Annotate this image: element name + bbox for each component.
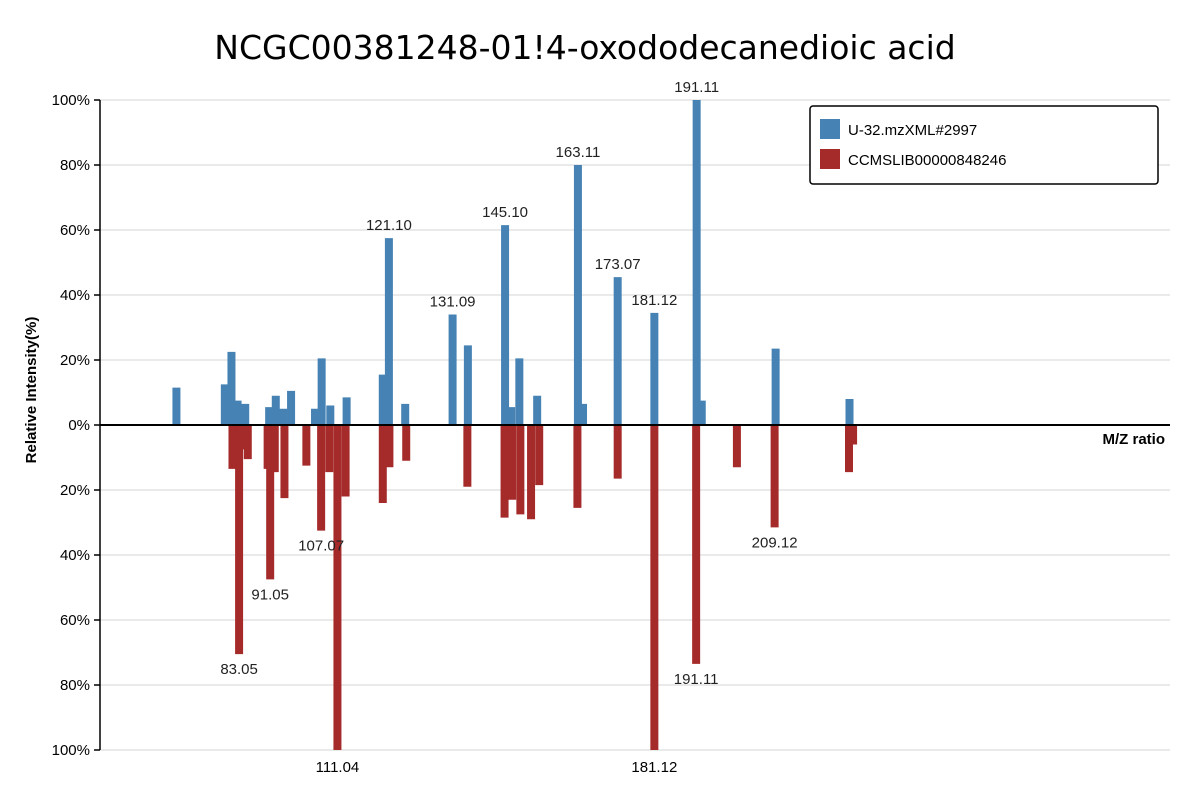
peak-label-top: 145.10 bbox=[482, 204, 528, 221]
peak-bar-bottom bbox=[573, 425, 582, 508]
peak-bar-bottom bbox=[500, 425, 509, 518]
y-tick-label: 40% bbox=[60, 287, 90, 304]
y-tick-label: 0% bbox=[68, 417, 90, 434]
peak-bar-bottom bbox=[333, 425, 342, 750]
peak-bar-top bbox=[326, 405, 335, 425]
peak-label-bottom: 91.05 bbox=[251, 586, 289, 603]
peak-label-top: 121.10 bbox=[366, 217, 412, 234]
peak-bar-top bbox=[384, 238, 393, 425]
peak-bar-bottom bbox=[845, 425, 853, 473]
x-tick-label: 111.04 bbox=[316, 759, 360, 776]
legend-label-bottom: CCMSLIB00000848246 bbox=[848, 152, 1006, 169]
peak-bar-bottom bbox=[378, 425, 387, 503]
peak-label-top: 191.11 bbox=[674, 79, 719, 96]
peak-label-bottom: 107.07 bbox=[298, 538, 344, 555]
chart-title: NCGC00381248-01!4-oxododecanedioic acid bbox=[214, 28, 956, 67]
x-tick-label: 181.12 bbox=[631, 759, 677, 776]
peak-bar-bottom bbox=[516, 425, 525, 515]
peak-bars bbox=[172, 100, 858, 750]
peak-bar-top bbox=[463, 345, 472, 425]
peak-bar-bottom bbox=[239, 425, 248, 450]
peak-bar-top bbox=[771, 348, 780, 425]
peak-bar-top bbox=[507, 407, 516, 425]
legend-swatch-top bbox=[820, 119, 840, 139]
peak-bar-top bbox=[233, 400, 242, 425]
peak-label-top: 181.12 bbox=[631, 292, 677, 309]
y-tick-label: 80% bbox=[60, 677, 90, 694]
y-tick-label: 100% bbox=[52, 742, 90, 759]
peak-label-top: 163.11 bbox=[556, 144, 601, 161]
peak-bar-bottom bbox=[692, 425, 701, 664]
peak-bar-bottom bbox=[280, 425, 289, 499]
peak-bar-bottom bbox=[732, 425, 741, 468]
peak-bar-top bbox=[241, 403, 250, 425]
y-axis-title: Relative Intensity(%) bbox=[23, 317, 40, 464]
y-tick-label: 40% bbox=[60, 547, 90, 564]
peak-bar-top bbox=[287, 390, 296, 425]
peak-bar-bottom bbox=[613, 425, 622, 479]
peak-bar-top bbox=[271, 395, 280, 425]
peak-bar-bottom bbox=[535, 425, 544, 486]
peak-bar-bottom bbox=[463, 425, 472, 487]
x-axis-title: M/Z ratio bbox=[1103, 431, 1166, 448]
peak-label-bottom: 209.12 bbox=[752, 534, 798, 551]
peak-bar-top bbox=[220, 384, 229, 425]
legend-swatch-bottom bbox=[820, 149, 840, 169]
peak-bar-bottom bbox=[770, 425, 779, 528]
peak-labels: 121.10 131.09 145.10 163.11 173.07 181.12 191.… bbox=[220, 79, 797, 688]
y-tick-label: 20% bbox=[60, 352, 90, 369]
peak-bar-top bbox=[342, 397, 351, 425]
peak-label-top: 173.07 bbox=[595, 256, 641, 273]
legend: U-32.mzXML#2997 CCMSLIB00000848246 bbox=[809, 105, 1159, 185]
peak-bar-top bbox=[279, 408, 288, 425]
peak-bar-top bbox=[311, 408, 320, 425]
peak-bar-bottom bbox=[385, 425, 394, 468]
peak-bar-top bbox=[172, 387, 181, 425]
peak-bar-top bbox=[579, 403, 588, 425]
peak-bar-top bbox=[573, 165, 582, 425]
y-tick-label: 60% bbox=[60, 222, 90, 239]
peak-bar-top bbox=[697, 400, 706, 425]
peak-bar-bottom bbox=[317, 425, 326, 531]
peak-bar-bottom bbox=[235, 425, 244, 655]
x-tick-labels: 111.04 181.12 bbox=[316, 759, 678, 776]
peak-bar-bottom bbox=[270, 425, 279, 473]
peak-bar-top bbox=[378, 374, 387, 425]
peak-bar-bottom bbox=[402, 425, 411, 461]
peak-bar-bottom bbox=[302, 425, 311, 466]
peak-bar-top bbox=[448, 314, 457, 425]
peak-bar-bottom bbox=[849, 425, 858, 445]
peak-bar-top bbox=[501, 225, 510, 425]
peak-bar-top bbox=[613, 277, 622, 425]
peak-bar-bottom bbox=[650, 425, 659, 750]
peak-bar-bottom bbox=[266, 425, 275, 580]
legend-label-top: U-32.mzXML#2997 bbox=[848, 122, 977, 139]
peak-bar-top bbox=[515, 358, 524, 425]
peak-bar-top bbox=[650, 312, 659, 425]
peak-label-bottom: 191.11 bbox=[674, 671, 719, 688]
peak-bar-top bbox=[265, 407, 274, 425]
peak-bar-top bbox=[692, 100, 701, 425]
peak-bar-top bbox=[317, 358, 326, 425]
peak-bar-bottom bbox=[527, 425, 536, 520]
y-tick-label: 20% bbox=[60, 482, 90, 499]
legend-box bbox=[809, 105, 1159, 185]
peak-label-bottom: 83.05 bbox=[220, 661, 258, 678]
y-tick-label: 100% bbox=[52, 92, 90, 109]
peak-bar-bottom bbox=[341, 425, 350, 497]
peak-bar-top bbox=[227, 351, 236, 425]
peak-bar-bottom bbox=[325, 425, 334, 473]
axes bbox=[99, 100, 1170, 750]
peak-bar-bottom bbox=[243, 425, 252, 460]
peak-bar-top bbox=[401, 403, 410, 425]
peak-bar-top bbox=[845, 399, 854, 425]
peak-bar-bottom bbox=[228, 425, 237, 469]
peak-bar-top bbox=[533, 395, 542, 425]
y-tick-label: 80% bbox=[60, 157, 90, 174]
y-tick-label: 60% bbox=[60, 612, 90, 629]
peak-bar-bottom bbox=[508, 425, 517, 500]
peak-label-top: 131.09 bbox=[430, 294, 476, 311]
y-tick-labels: 100% 80% 60% 40% 20% 0% 20% 40% 60% 80% 100% bbox=[52, 92, 90, 759]
